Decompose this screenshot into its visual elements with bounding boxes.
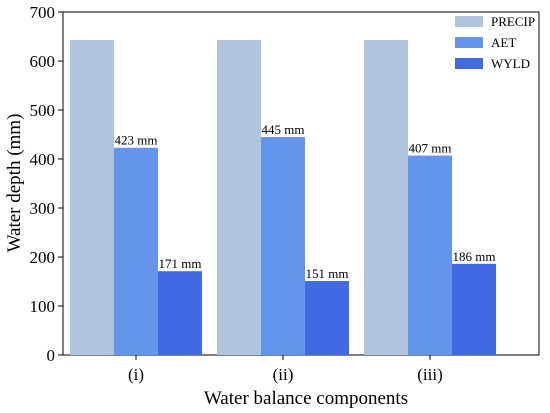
bar-precip-3 <box>364 39 408 356</box>
bar-aet-3 <box>408 155 452 355</box>
legend-swatch-wyld <box>455 58 483 69</box>
x-tick-label: (i) <box>128 365 144 384</box>
bar-wyld-1 <box>158 271 202 355</box>
y-tick-label: 300 <box>30 199 56 218</box>
bar-aet-2 <box>261 136 305 355</box>
y-tick-label: 100 <box>30 297 56 316</box>
y-tick-label: 500 <box>30 101 56 120</box>
data-label-aet-2: 445 mm <box>262 122 305 137</box>
legend-label-aet: AET <box>491 35 516 50</box>
y-tick-label: 700 <box>30 3 56 22</box>
bar-wyld-2 <box>305 281 349 355</box>
x-tick-label: (iii) <box>417 365 443 384</box>
y-tick-label: 0 <box>47 346 56 365</box>
bar-precip-1 <box>70 39 114 356</box>
legend-swatch-aet <box>455 37 483 48</box>
x-tick-label: (ii) <box>273 365 294 384</box>
y-tick-label: 600 <box>30 52 56 71</box>
legend-swatch-precip <box>455 16 483 27</box>
bar-aet-1 <box>114 147 158 355</box>
data-label-aet-3: 407 mm <box>409 141 452 156</box>
bar-wyld-3 <box>452 263 496 355</box>
legend-label-precip: PRECIP <box>491 14 535 29</box>
x-axis-title: Water balance components <box>204 388 408 409</box>
data-label-wyld-3: 186 mm <box>453 249 496 264</box>
data-label-wyld-2: 151 mm <box>306 266 349 281</box>
y-axis-title: Water depth (mm) <box>4 114 25 253</box>
data-label-wyld-1: 171 mm <box>159 256 202 271</box>
plot-area: 423 mm 171 mm (i) 445 mm 151 mm (ii) 407 mm 186… <box>30 3 540 384</box>
data-label-aet-1: 423 mm <box>115 133 158 148</box>
y-tick-label: 200 <box>30 248 56 267</box>
y-tick-label: 400 <box>30 150 56 169</box>
bar-precip-2 <box>217 39 261 356</box>
legend-label-wyld: WYLD <box>491 56 530 71</box>
